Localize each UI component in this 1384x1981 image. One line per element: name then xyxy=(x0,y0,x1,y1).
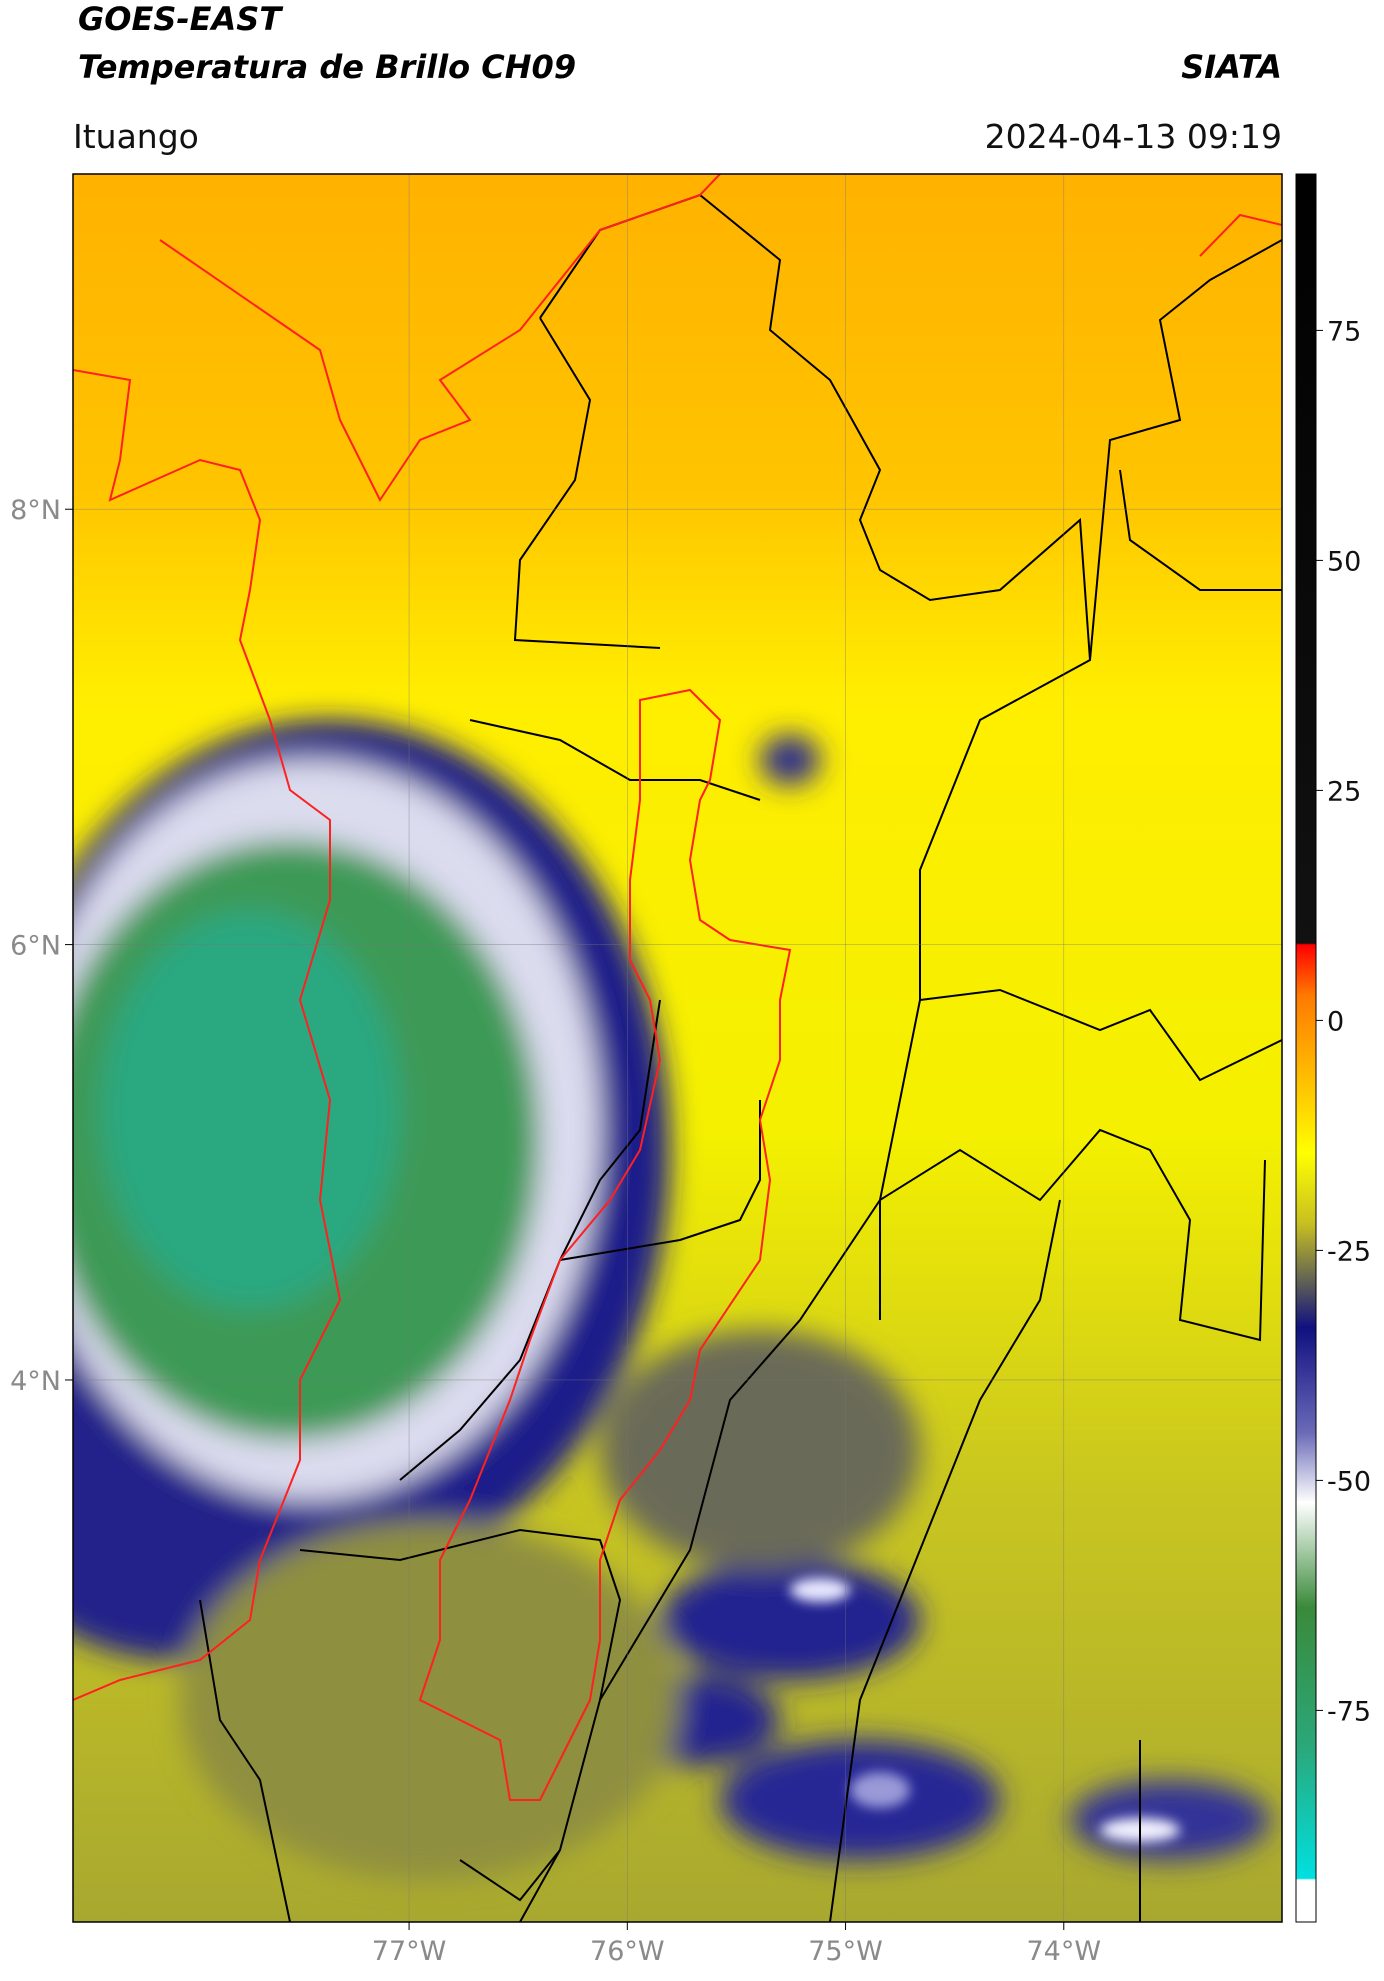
x-tick-label: 77°W xyxy=(372,1936,447,1967)
y-tick-label: 6°N xyxy=(10,931,61,962)
y-tick-label: 4°N xyxy=(10,1366,61,1397)
datetime: 2024-04-13 09:19 xyxy=(985,117,1282,156)
map-frame xyxy=(72,173,1283,1923)
red-boundaries xyxy=(73,174,1282,1801)
title-line-1: GOES-EAST xyxy=(78,0,283,38)
colorbar-tick-label: 50 xyxy=(1327,546,1361,577)
colorbar-tick-label: -75 xyxy=(1327,1696,1371,1727)
colorbar-tick-label: 75 xyxy=(1327,316,1361,347)
title-line-2: Temperatura de Brillo CH09 xyxy=(78,48,576,86)
borders xyxy=(199,193,1282,1922)
gridlines xyxy=(73,174,1282,1922)
location: Ituango xyxy=(73,117,199,156)
y-tick-label: 8°N xyxy=(10,495,61,526)
x-tick-label: 75°W xyxy=(808,1936,883,1967)
x-tick-label: 74°W xyxy=(1026,1936,1101,1967)
colorbar-tick-label: 25 xyxy=(1327,776,1361,807)
x-tick-label: 76°W xyxy=(590,1936,665,1967)
colorbar-tick-label: -25 xyxy=(1327,1236,1371,1267)
colorbar-tick-label: -50 xyxy=(1327,1466,1371,1497)
colorbar-tick-label: 0 xyxy=(1327,1006,1344,1037)
organization: SIATA xyxy=(1181,48,1282,86)
colorbar xyxy=(1295,173,1317,1923)
map-imagery xyxy=(73,174,1282,1922)
